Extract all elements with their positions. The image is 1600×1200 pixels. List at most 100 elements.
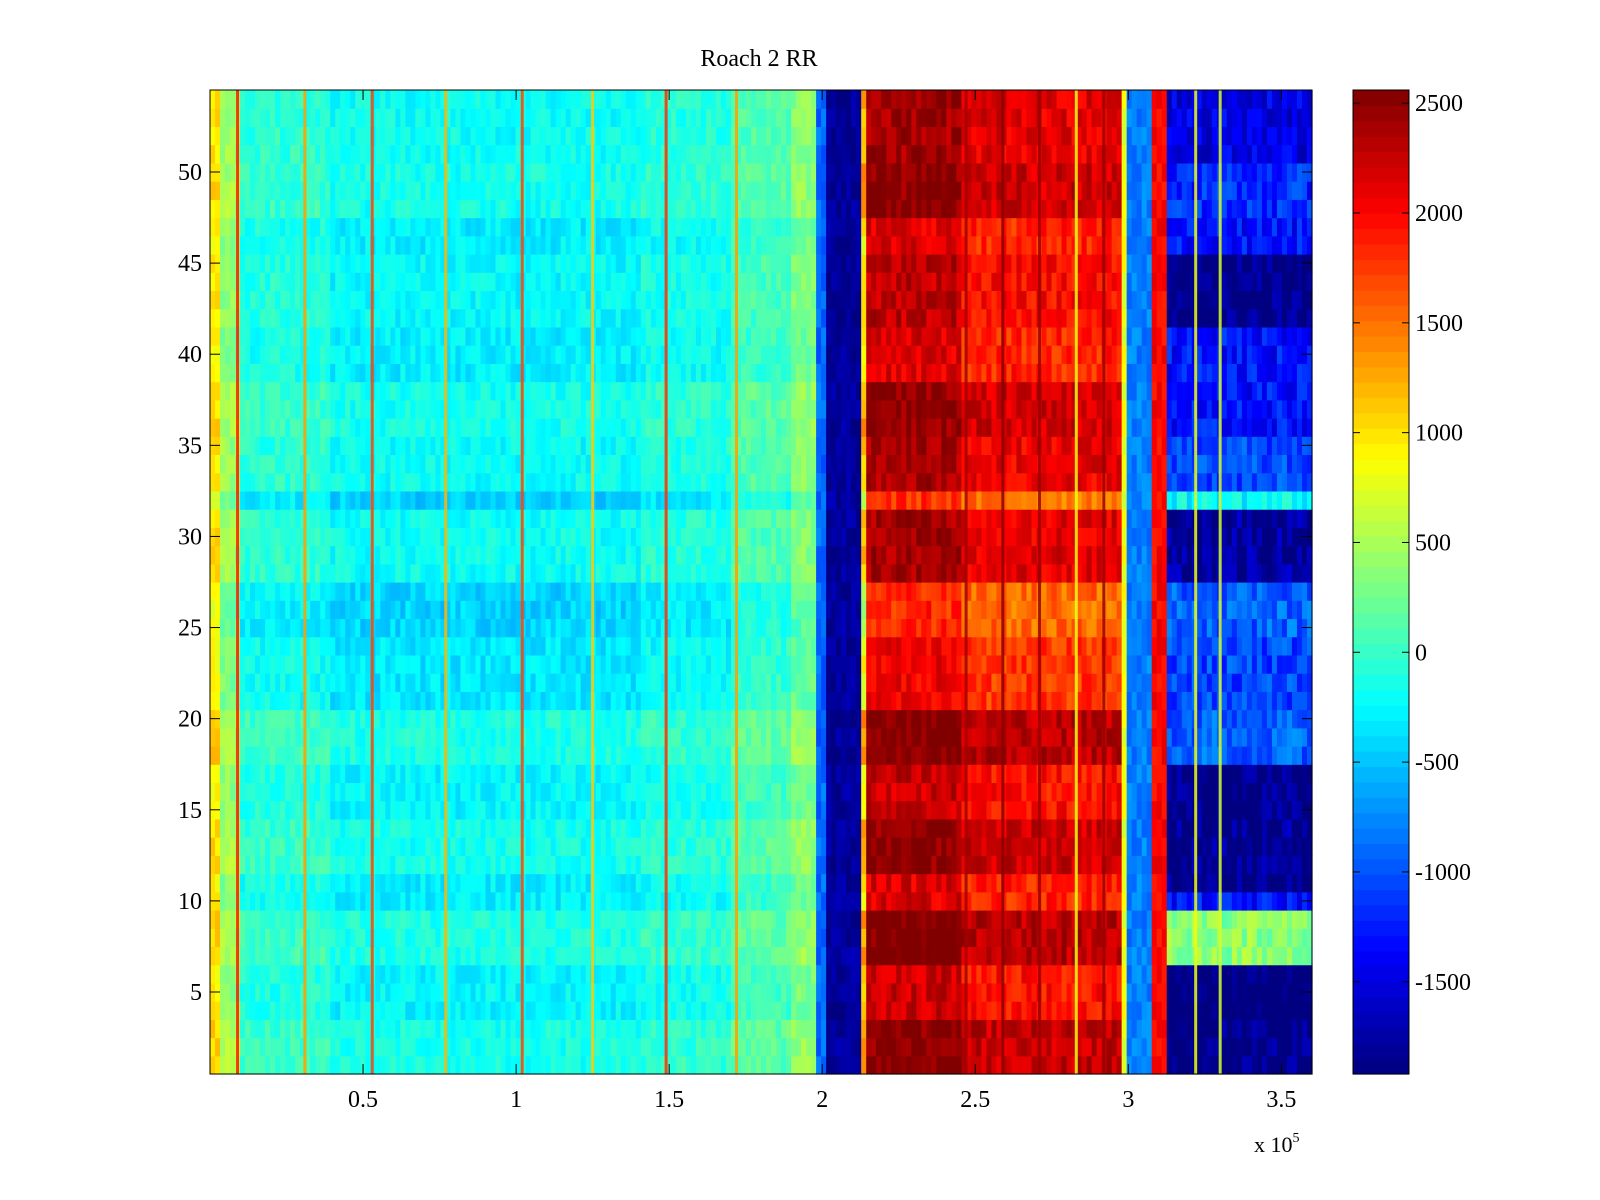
heatmap-cell xyxy=(390,964,396,984)
heatmap-cell xyxy=(305,928,311,948)
heatmap-cell xyxy=(490,654,497,674)
heatmap-cell xyxy=(981,709,988,729)
heatmap-cell xyxy=(255,764,261,784)
heatmap-cell xyxy=(921,1037,927,1057)
heatmap-cell xyxy=(956,691,962,711)
heatmap-cell xyxy=(545,946,552,966)
heatmap-cell xyxy=(1301,1037,1308,1057)
heatmap-cell xyxy=(1136,764,1143,784)
heatmap-cell xyxy=(1146,910,1153,929)
heatmap-cell xyxy=(700,855,707,875)
heatmap-cell xyxy=(510,673,517,692)
heatmap-cell xyxy=(1081,964,1088,984)
heatmap-cell xyxy=(826,654,832,674)
heatmap-cell xyxy=(826,818,832,838)
heatmap-cell xyxy=(245,800,251,820)
heatmap-cell xyxy=(796,746,802,765)
heatmap-cell xyxy=(535,873,542,893)
heatmap-cell xyxy=(1011,1001,1018,1020)
heatmap-cell xyxy=(991,1019,998,1039)
heatmap-cell xyxy=(250,782,256,802)
heatmap-cell xyxy=(645,691,652,711)
heatmap-cell xyxy=(535,800,542,820)
heatmap-cell xyxy=(861,891,867,911)
heatmap-cell xyxy=(1291,800,1298,820)
heatmap-cell xyxy=(836,1055,842,1075)
heatmap-cell xyxy=(801,709,807,729)
heatmap-cell xyxy=(480,910,487,929)
heatmap-cell xyxy=(801,855,807,875)
heatmap-cell xyxy=(390,673,396,692)
heatmap-cell xyxy=(485,855,492,875)
heatmap-cell xyxy=(1206,891,1213,911)
heatmap-cell xyxy=(916,746,922,765)
heatmap-cell xyxy=(1066,818,1073,838)
heatmap-cell xyxy=(360,946,366,966)
heatmap-cell xyxy=(1221,1055,1228,1075)
heatmap-cell xyxy=(886,964,892,984)
heatmap-cell xyxy=(1066,727,1073,747)
heatmap-cell xyxy=(230,891,236,911)
heatmap-cell xyxy=(420,1001,426,1020)
heatmap-cell xyxy=(415,764,421,784)
heatmap-cell xyxy=(455,1055,462,1075)
heatmap-cell xyxy=(936,691,942,711)
heatmap-cell xyxy=(856,800,862,820)
heatmap-cell xyxy=(1006,709,1013,729)
heatmap-cell xyxy=(650,746,657,765)
heatmap-cell xyxy=(1066,837,1073,856)
heatmap-cell xyxy=(956,782,962,802)
heatmap-cell xyxy=(856,764,862,784)
heatmap-cell xyxy=(265,654,271,674)
heatmap-cell xyxy=(1051,800,1058,820)
heatmap-cell xyxy=(771,910,777,929)
heatmap-cell xyxy=(816,910,822,929)
heatmap-cell xyxy=(1031,746,1038,765)
heatmap-cell xyxy=(400,873,406,893)
heatmap-cell xyxy=(1031,964,1038,984)
heatmap-cell xyxy=(951,818,957,838)
heatmap-cell xyxy=(1296,782,1303,802)
heatmap-cell xyxy=(300,782,306,802)
heatmap-cell xyxy=(901,1037,907,1057)
heatmap-cell xyxy=(310,837,316,856)
heatmap-cell xyxy=(355,928,361,948)
heatmap-cell xyxy=(1286,764,1293,784)
heatmap-cell xyxy=(1011,873,1018,893)
heatmap-cell xyxy=(826,928,832,948)
heatmap-cell xyxy=(941,782,947,802)
heatmap-cell xyxy=(575,782,582,802)
heatmap-cell xyxy=(480,982,487,1002)
heatmap-cell xyxy=(896,928,902,948)
heatmap-cell xyxy=(435,654,442,674)
heatmap-cell xyxy=(525,800,532,820)
heatmap-cell xyxy=(365,818,371,838)
heatmap-cell xyxy=(580,891,587,911)
heatmap-cell xyxy=(575,818,582,838)
heatmap-cell xyxy=(400,837,406,856)
heatmap-cell xyxy=(1026,910,1033,929)
heatmap-cell xyxy=(655,800,662,820)
heatmap-cell xyxy=(565,654,572,674)
heatmap-cell xyxy=(876,673,882,692)
heatmap-cell xyxy=(390,1037,396,1057)
heatmap-cell xyxy=(620,928,627,948)
heatmap-cell xyxy=(921,709,927,729)
heatmap-cell xyxy=(210,837,216,856)
heatmap-cell xyxy=(1181,764,1188,784)
heatmap-cell xyxy=(946,654,952,674)
heatmap-cell xyxy=(405,764,411,784)
heatmap-cell xyxy=(410,673,416,692)
heatmap-cell xyxy=(310,1037,316,1057)
heatmap-cell xyxy=(1096,800,1103,820)
heatmap-cell xyxy=(285,982,291,1002)
heatmap-cell xyxy=(545,764,552,784)
heatmap-cell xyxy=(841,764,847,784)
heatmap-cell xyxy=(410,1001,416,1020)
heatmap-cell xyxy=(630,1055,637,1075)
heatmap-cell xyxy=(866,818,872,838)
heatmap-cell xyxy=(365,673,371,692)
heatmap-cell xyxy=(465,1055,472,1075)
heatmap-cell xyxy=(220,691,226,711)
heatmap-cell xyxy=(1051,928,1058,948)
